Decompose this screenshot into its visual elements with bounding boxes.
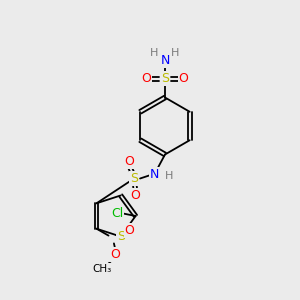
Text: S: S [117, 230, 125, 243]
Text: CH₃: CH₃ [92, 264, 112, 274]
Text: O: O [179, 72, 188, 86]
Text: O: O [131, 189, 140, 203]
Text: H: H [165, 171, 173, 182]
Text: O: O [110, 248, 120, 261]
Text: O: O [142, 72, 151, 86]
Text: S: S [161, 72, 169, 86]
Text: O: O [124, 154, 134, 168]
Text: N: N [150, 167, 159, 181]
Text: S: S [130, 172, 138, 185]
Text: O: O [124, 224, 134, 237]
Text: Cl: Cl [111, 207, 123, 220]
Text: N: N [160, 54, 170, 68]
Text: H: H [150, 48, 159, 59]
Text: H: H [171, 48, 180, 59]
